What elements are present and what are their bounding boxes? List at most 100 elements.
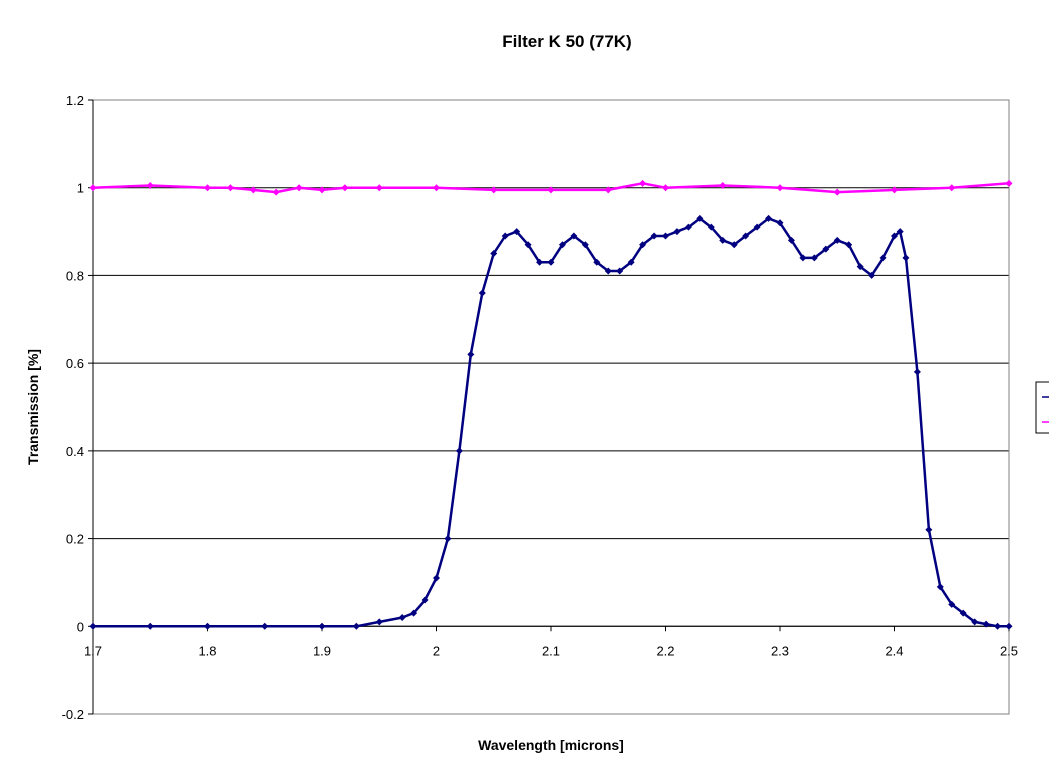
series-1-point xyxy=(1005,622,1013,630)
y-tick-label: 0.8 xyxy=(66,268,84,283)
series-1-point xyxy=(765,214,773,222)
series-2-point xyxy=(833,188,841,196)
series-1-point xyxy=(891,232,898,240)
series-2-point xyxy=(272,188,280,196)
series-1-point xyxy=(776,219,784,227)
y-tick-label: 0.2 xyxy=(66,532,84,547)
series-1-point xyxy=(570,232,578,240)
series-1-point xyxy=(593,258,601,266)
y-tick-label: 1 xyxy=(77,181,84,196)
series-1-point xyxy=(742,232,750,240)
series-1-point xyxy=(673,228,681,236)
series-1-point xyxy=(810,254,818,262)
series-1-point xyxy=(879,254,887,262)
series-2-point xyxy=(433,184,440,192)
series-1-point xyxy=(868,271,876,279)
series-2-point xyxy=(204,184,211,192)
series-1-point xyxy=(982,620,990,628)
series-1-point xyxy=(444,535,452,543)
series-2-point xyxy=(295,184,303,192)
series-1-point xyxy=(581,241,589,249)
series-1-point xyxy=(959,609,967,617)
series-1-point xyxy=(936,583,944,591)
series-2-point xyxy=(490,186,498,194)
series-1-point xyxy=(558,241,566,249)
series-1-point xyxy=(799,254,807,262)
series-1-point xyxy=(501,232,509,240)
series-2-point xyxy=(375,184,383,192)
series-1-point xyxy=(948,600,956,608)
series-2-point xyxy=(318,186,326,194)
series-1-point xyxy=(662,232,669,240)
series-1-point xyxy=(994,622,1002,630)
series-1-point xyxy=(925,526,933,534)
series-1-point xyxy=(650,232,658,240)
series-1-point xyxy=(146,622,154,630)
series-1-point xyxy=(398,614,406,622)
series-2-point xyxy=(341,184,349,192)
series-2-point xyxy=(1005,179,1013,187)
x-tick-label: 1.7 xyxy=(84,643,102,658)
series-1-point xyxy=(856,263,864,271)
y-tick-label: 0.4 xyxy=(66,444,84,459)
series-1-point xyxy=(616,267,624,275)
series-1-point xyxy=(822,245,830,253)
x-axis-label: Wavelength [microns] xyxy=(478,737,624,753)
y-tick-label: 0 xyxy=(77,619,84,634)
series-1-point xyxy=(787,236,795,244)
series-1-point xyxy=(467,350,475,358)
series-2-point xyxy=(948,184,956,192)
series-2-point xyxy=(639,179,647,187)
x-tick-label: 2.4 xyxy=(885,643,903,658)
series-1-point xyxy=(204,622,211,630)
y-tick-label: 1.2 xyxy=(66,93,84,108)
series-2-point xyxy=(776,184,784,192)
series-1-point xyxy=(89,622,97,630)
x-tick-label: 2.5 xyxy=(1000,643,1018,658)
y-tick-label: -0.2 xyxy=(62,707,84,722)
series-1-point xyxy=(707,223,715,231)
series-2-line xyxy=(92,182,1010,194)
series-2-point xyxy=(891,186,898,194)
y-axis-label: Transmission [%] xyxy=(25,349,41,465)
series-2-point xyxy=(547,186,555,194)
x-tick-label: 2.3 xyxy=(771,643,789,658)
series-2-point xyxy=(146,182,154,190)
series-layer xyxy=(89,179,1013,630)
series-1-point xyxy=(753,223,761,231)
series-1-point xyxy=(318,622,326,630)
legend-entries xyxy=(1042,396,1049,423)
legend xyxy=(1035,381,1049,434)
x-tick-label: 1.9 xyxy=(313,643,331,658)
series-1-point xyxy=(375,618,383,626)
series-1-point xyxy=(902,254,910,262)
series-2-point xyxy=(719,182,727,190)
x-tick-label: 1.8 xyxy=(198,643,216,658)
series-1-point xyxy=(896,228,904,236)
series-1-point xyxy=(547,258,555,266)
series-2-point xyxy=(89,184,97,192)
series-2-point xyxy=(604,186,612,194)
series-1-point xyxy=(421,596,429,604)
series-1-point xyxy=(913,368,921,376)
y-tick-label: 0.6 xyxy=(66,356,84,371)
series-2-point xyxy=(249,186,257,194)
series-1-line xyxy=(93,217,1009,628)
series-1-point xyxy=(833,236,841,244)
series-2-point xyxy=(662,184,669,192)
series-1-point xyxy=(719,236,727,244)
series-1-point xyxy=(513,228,521,236)
series-1-point xyxy=(410,609,418,617)
series-1-point xyxy=(971,618,979,626)
chart-title: Filter K 50 (77K) xyxy=(502,32,631,51)
series-1-point xyxy=(604,267,612,275)
series-1-point xyxy=(433,574,440,582)
series-1-point xyxy=(261,622,269,630)
x-tick-label: 2 xyxy=(433,643,440,658)
series-1-point xyxy=(455,447,463,455)
legend-box xyxy=(1035,381,1049,434)
series-1-point xyxy=(696,214,704,222)
x-tick-label: 2.1 xyxy=(542,643,560,658)
series-1-point xyxy=(352,622,360,630)
series-1-point xyxy=(639,241,647,249)
